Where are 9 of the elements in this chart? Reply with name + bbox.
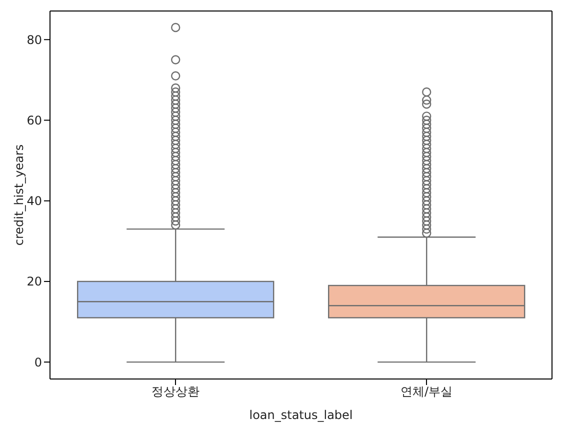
y-tick-label: 0 — [34, 355, 42, 370]
y-axis-title: credit_hist_years — [12, 144, 26, 246]
y-tick-label: 40 — [26, 194, 42, 208]
y-tick-label: 60 — [26, 113, 42, 128]
y-tick-label: 20 — [26, 274, 42, 289]
x-tick-label: 연체/부실 — [400, 384, 453, 399]
x-tick-label: 정상상환 — [152, 384, 200, 399]
y-tick-label: 80 — [26, 32, 42, 47]
x-axis-title: loan_status_label — [249, 408, 353, 422]
